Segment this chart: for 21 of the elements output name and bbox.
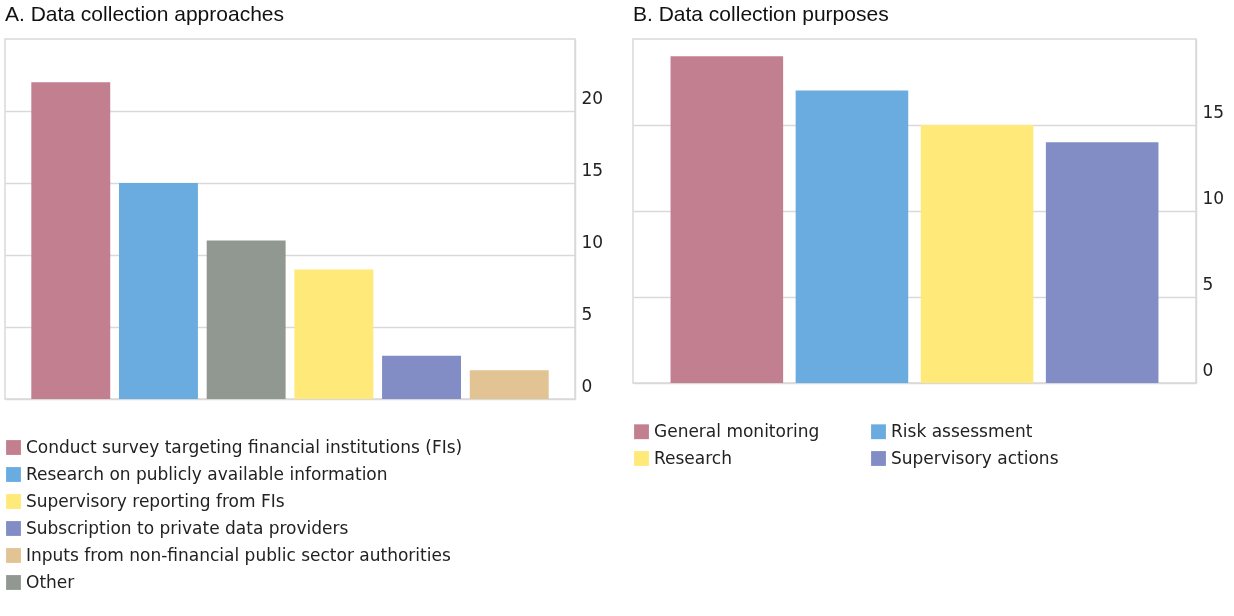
y-tick-label: 15 xyxy=(1202,101,1225,122)
chart-title: B. Data collection purposes xyxy=(633,2,889,25)
y-tick-label: 5 xyxy=(1202,273,1214,294)
legend-label: Supervisory actions xyxy=(891,447,1059,468)
y-tick-label: 10 xyxy=(581,231,604,252)
y-tick-label: 0 xyxy=(581,375,593,396)
legend-label: Other xyxy=(26,571,75,592)
legend-label: Inputs from non-financial public sector authorities xyxy=(26,544,451,565)
y-tick-label: 5 xyxy=(581,303,593,324)
legend-label: Research xyxy=(654,447,732,468)
y-tick-label: 10 xyxy=(1202,187,1225,208)
legend-label: Risk assessment xyxy=(891,420,1033,441)
legend-label: Conduct survey targeting financial institutions (FIs) xyxy=(26,436,463,457)
legend-label: Research on publicly available information xyxy=(26,463,388,484)
legend-label: Subscription to private data providers xyxy=(26,517,349,538)
y-tick-label: 0 xyxy=(1202,359,1214,380)
legend-label: Supervisory reporting from FIs xyxy=(26,490,285,511)
y-tick-label: 20 xyxy=(581,87,604,108)
chart-title: A. Data collection approaches xyxy=(5,2,284,25)
y-tick-label: 15 xyxy=(581,159,604,180)
legend-label: General monitoring xyxy=(654,420,820,441)
